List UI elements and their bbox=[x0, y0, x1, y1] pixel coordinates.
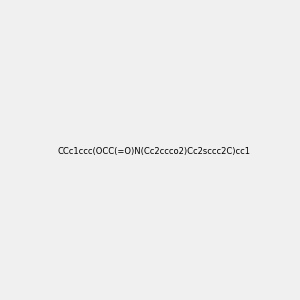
Text: CCc1ccc(OCC(=O)N(Cc2ccco2)Cc2sccc2C)cc1: CCc1ccc(OCC(=O)N(Cc2ccco2)Cc2sccc2C)cc1 bbox=[57, 147, 250, 156]
